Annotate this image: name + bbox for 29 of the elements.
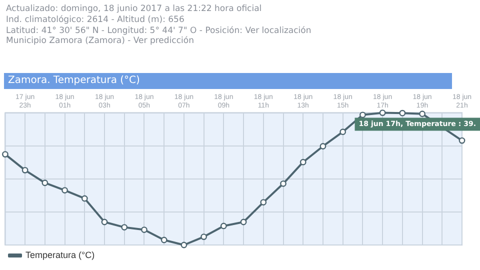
point bbox=[62, 187, 68, 194]
text: Municipio Zamora (Zamora) - Ver predicción bbox=[6, 36, 195, 48]
point bbox=[260, 199, 267, 206]
point bbox=[101, 218, 108, 226]
point bbox=[419, 110, 426, 118]
point bbox=[240, 218, 247, 226]
point bbox=[200, 234, 208, 240]
point bbox=[359, 112, 366, 118]
point bbox=[121, 224, 128, 230]
legend-label: Temperatura (°C) bbox=[26, 250, 95, 260]
point bbox=[220, 222, 227, 230]
point bbox=[399, 110, 406, 116]
point bbox=[458, 137, 466, 144]
point bbox=[160, 236, 168, 244]
text: Actualizado: domingo, 18 junio 2017 a las 21:22 hora oficial bbox=[6, 4, 263, 15]
chart-title: Zamora. Temperatura (°C) bbox=[4, 73, 452, 89]
point bbox=[42, 180, 48, 186]
text: Latitud: 41° 30' 56" N - Longitud: 5° 44' 7" O - Posición: Ver localización bbox=[6, 26, 312, 36]
point bbox=[300, 158, 306, 166]
point bbox=[379, 110, 386, 116]
point bbox=[340, 128, 346, 136]
point bbox=[180, 242, 188, 248]
point bbox=[320, 143, 326, 150]
point bbox=[81, 195, 88, 202]
point bbox=[2, 151, 8, 158]
point bbox=[141, 226, 148, 233]
text: Ind. climatológico: 2614 - Altitud (m): 656 bbox=[6, 14, 186, 26]
point bbox=[280, 180, 286, 187]
point bbox=[22, 166, 28, 174]
